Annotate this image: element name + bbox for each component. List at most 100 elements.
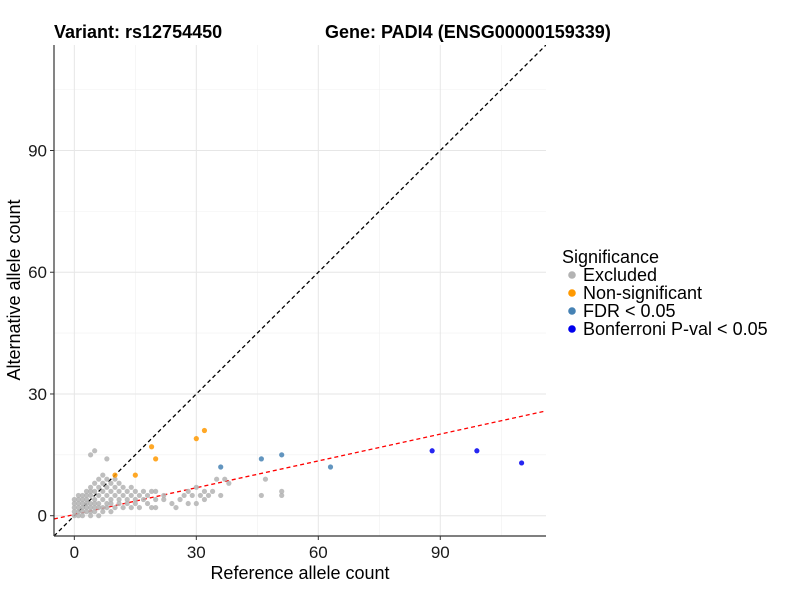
data-points: [71, 427, 525, 519]
data-point: [193, 500, 199, 507]
data-point: [177, 496, 183, 503]
data-point: [144, 500, 151, 507]
data-point: [75, 500, 81, 507]
data-point: [96, 484, 102, 490]
data-point: [124, 488, 130, 494]
data-point: [161, 492, 167, 499]
data-point: [96, 504, 102, 511]
data-point: [75, 504, 81, 511]
data-point: [222, 476, 228, 482]
data-point: [124, 496, 130, 503]
data-point: [112, 484, 118, 490]
data-point: [104, 504, 110, 511]
data-point: [201, 488, 208, 494]
data-point: [205, 492, 212, 499]
data-point: [104, 500, 110, 507]
data-point: [429, 448, 435, 454]
data-point: [83, 500, 90, 507]
y-tick-label: 90: [28, 142, 47, 161]
data-point: [79, 500, 86, 507]
data-point: [144, 492, 151, 499]
legend-key-0: [568, 271, 576, 279]
data-point: [92, 488, 98, 494]
y-axis-title: Alternative allele count: [4, 199, 24, 380]
data-point: [132, 496, 138, 503]
data-point: [92, 509, 98, 515]
data-point: [120, 504, 126, 511]
data-point: [120, 492, 126, 499]
data-point: [279, 488, 285, 494]
data-point: [87, 513, 94, 519]
data-point: [71, 509, 77, 515]
data-point: [153, 456, 159, 462]
data-point: [108, 496, 114, 503]
data-point: [116, 496, 122, 503]
data-point: [197, 492, 203, 499]
data-point: [153, 488, 159, 494]
data-point: [116, 480, 122, 486]
data-point: [71, 496, 77, 503]
y-tick-label: 60: [28, 263, 47, 282]
data-point: [100, 496, 106, 503]
data-point: [92, 504, 98, 511]
data-point: [92, 448, 98, 454]
legend-label-2: FDR < 0.05: [583, 301, 676, 321]
data-point: [112, 476, 118, 482]
data-point: [201, 427, 208, 434]
data-point: [258, 456, 264, 462]
x-tick-label: 0: [70, 543, 79, 562]
data-point: [108, 500, 114, 507]
data-point: [108, 509, 114, 515]
data-point: [185, 488, 191, 494]
data-point: [124, 500, 130, 507]
x-axis-title: Reference allele count: [210, 563, 389, 583]
legend-key-1: [568, 289, 576, 297]
data-point: [104, 492, 110, 499]
data-point: [140, 496, 147, 503]
legend: Significance ExcludedNon-significantFDR …: [562, 247, 768, 339]
data-point: [132, 472, 138, 478]
data-point: [104, 484, 110, 490]
x-tick-label: 30: [187, 543, 206, 562]
data-point: [112, 492, 118, 499]
data-point: [112, 504, 118, 511]
data-point: [181, 492, 187, 499]
data-point: [148, 504, 155, 511]
data-point: [83, 504, 90, 511]
reference-lines: [54, 45, 546, 536]
legend-key-3: [568, 325, 576, 333]
data-point: [75, 513, 81, 519]
data-point: [79, 513, 86, 519]
data-point: [87, 500, 94, 507]
data-point: [79, 496, 86, 503]
variant-title: Variant: rs12754450: [54, 22, 222, 42]
data-point: [218, 464, 224, 470]
data-point: [327, 464, 334, 470]
data-point: [226, 480, 232, 486]
legend-key-2: [568, 307, 576, 315]
data-point: [100, 472, 106, 478]
identity-line: [54, 45, 546, 536]
data-point: [120, 484, 126, 490]
data-point: [87, 452, 94, 458]
y-tick-label: 0: [38, 507, 47, 526]
legend-label-1: Non-significant: [583, 283, 702, 303]
data-point: [116, 500, 122, 507]
data-point: [132, 488, 138, 494]
data-point: [140, 488, 147, 494]
data-point: [83, 492, 90, 499]
data-point: [83, 488, 90, 494]
legend-label-0: Excluded: [583, 265, 657, 285]
data-point: [96, 500, 102, 507]
data-point: [112, 472, 118, 478]
data-point: [128, 484, 134, 490]
data-point: [218, 492, 224, 499]
data-point: [87, 509, 94, 515]
data-point: [100, 504, 106, 511]
data-point: [75, 509, 81, 515]
legend-label-3: Bonferroni P-val < 0.05: [583, 319, 768, 339]
data-point: [279, 492, 285, 499]
legend-title: Significance: [562, 247, 659, 267]
data-point: [96, 476, 102, 482]
